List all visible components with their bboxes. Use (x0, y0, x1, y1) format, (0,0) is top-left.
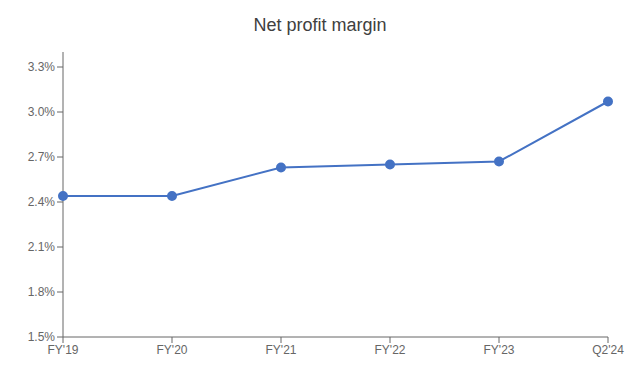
svg-text:FY'19: FY'19 (48, 343, 79, 357)
svg-text:3.3%: 3.3% (28, 60, 56, 74)
svg-text:FY'20: FY'20 (157, 343, 188, 357)
svg-text:2.1%: 2.1% (28, 240, 56, 254)
svg-text:1.5%: 1.5% (28, 330, 56, 344)
svg-text:2.4%: 2.4% (28, 195, 56, 209)
svg-text:1.8%: 1.8% (28, 285, 56, 299)
svg-text:2.7%: 2.7% (28, 150, 56, 164)
svg-text:FY'21: FY'21 (266, 343, 297, 357)
html-text:Net profit margin: Net profit margin (253, 15, 387, 35)
svg-text:FY'22: FY'22 (375, 343, 406, 357)
svg-text:FY'23: FY'23 (484, 343, 515, 357)
svg-text:Q2'24: Q2'24 (592, 343, 624, 357)
svg-text:3.0%: 3.0% (28, 105, 56, 119)
